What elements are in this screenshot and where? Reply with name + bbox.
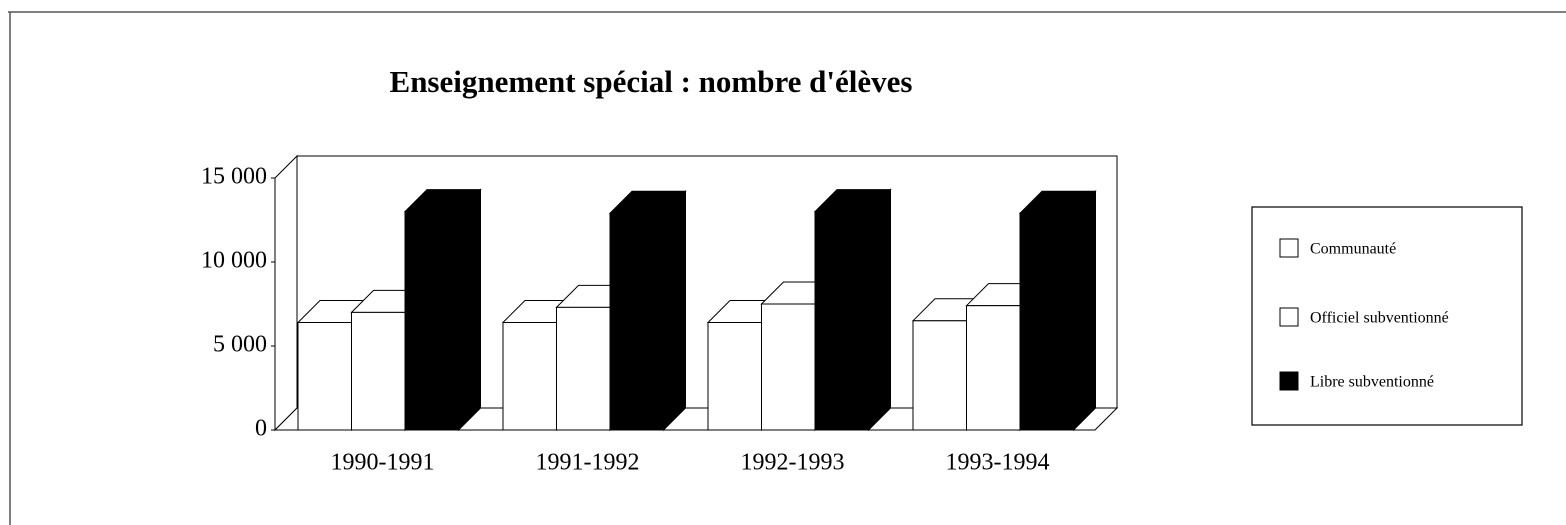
y-tick-label: 5 000: [213, 332, 267, 358]
x-tick-label: 1990-1991: [331, 450, 435, 476]
bar: [351, 311, 406, 431]
left-wall: [274, 154, 298, 432]
chart-title: Enseignement spécial : nombre d'élèves: [390, 64, 913, 99]
bar-side: [458, 188, 481, 432]
bar: [609, 212, 664, 431]
bar: [912, 320, 967, 431]
bar-side: [1073, 190, 1096, 432]
bar-side: [663, 190, 686, 432]
legend-swatch: [1279, 238, 1299, 258]
bar: [761, 303, 816, 431]
bar: [707, 321, 762, 431]
legend-swatch: [1279, 307, 1299, 327]
bar: [502, 321, 557, 431]
bar: [404, 211, 459, 431]
legend-swatch: [1279, 371, 1299, 391]
x-tick-label: 1992-1993: [741, 450, 845, 476]
bar: [966, 305, 1021, 431]
y-tick-label: 10 000: [201, 248, 267, 274]
y-tick-label: 15 000: [201, 164, 267, 190]
bar: [556, 306, 611, 431]
legend-label: Officiel subventionné: [1310, 310, 1449, 327]
bar: [814, 211, 869, 431]
bar: [1019, 212, 1074, 431]
y-tick-label: 0: [255, 416, 267, 442]
bar-side: [868, 188, 891, 432]
x-tick-label: 1991-1992: [536, 450, 640, 476]
legend-label: Communauté: [1310, 241, 1396, 258]
bar: [297, 321, 352, 431]
legend-label: Libre subventionné: [1310, 374, 1434, 391]
x-tick-label: 1993-1994: [946, 450, 1050, 476]
